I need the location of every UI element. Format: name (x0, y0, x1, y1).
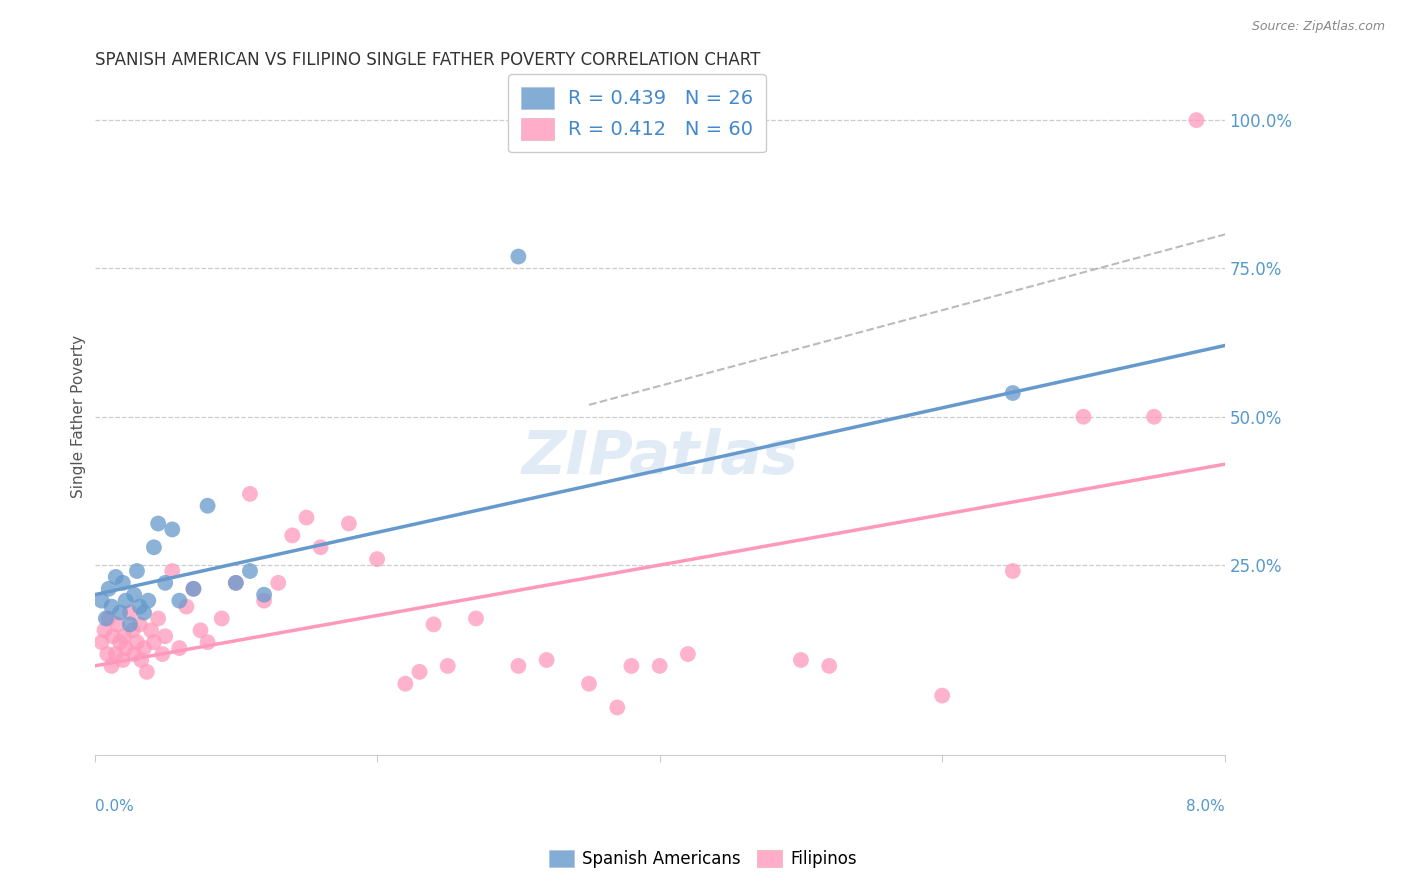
Point (136, 593, 159, 607)
Point (169, 593, 191, 607)
Text: 0.0%: 0.0% (94, 799, 134, 814)
Point (97, 611, 120, 625)
Point (253, 588, 276, 602)
Point (183, 582, 205, 596)
Point (508, 659, 530, 673)
Y-axis label: Single Father Poverty: Single Father Poverty (72, 335, 86, 499)
Point (111, 575, 134, 590)
Point (128, 617, 150, 632)
Legend: R = 0.439   N = 26, R = 0.412   N = 60: R = 0.439 N = 26, R = 0.412 N = 60 (509, 74, 766, 153)
Point (197, 635, 219, 649)
Point (112, 629, 135, 643)
Point (225, 575, 247, 590)
Point (394, 677, 416, 691)
Text: ZIPatlas: ZIPatlas (522, 428, 799, 487)
Point (90, 635, 112, 649)
Point (142, 635, 165, 649)
Point (309, 541, 332, 555)
Point (97, 582, 120, 596)
Point (648, 659, 671, 673)
Point (93, 624, 115, 638)
Point (111, 653, 134, 667)
Point (620, 659, 643, 673)
Point (90, 593, 112, 607)
Point (169, 641, 191, 656)
Point (408, 665, 430, 679)
Point (122, 588, 145, 602)
Point (94, 611, 117, 625)
Point (790, 653, 813, 667)
Point (197, 499, 219, 513)
Point (162, 564, 184, 578)
Point (239, 564, 262, 578)
Point (100, 659, 122, 673)
Point (118, 617, 141, 632)
Point (211, 611, 233, 625)
Point (125, 564, 148, 578)
Point (676, 647, 699, 661)
Point (1185, 113, 1208, 128)
Point (190, 624, 212, 638)
Point (422, 617, 444, 632)
Text: Source: ZipAtlas.com: Source: ZipAtlas.com (1251, 20, 1385, 33)
Point (142, 541, 165, 555)
Point (931, 689, 953, 703)
Text: 8.0%: 8.0% (1187, 799, 1225, 814)
Point (1001, 564, 1024, 578)
Point (122, 647, 145, 661)
Point (818, 659, 841, 673)
Point (108, 606, 131, 620)
Point (96, 647, 118, 661)
Point (129, 653, 152, 667)
Point (150, 647, 173, 661)
Point (366, 552, 388, 566)
Point (108, 635, 131, 649)
Point (1143, 409, 1166, 424)
Point (225, 575, 247, 590)
Legend: Spanish Americans, Filipinos: Spanish Americans, Filipinos (543, 843, 863, 875)
Point (139, 624, 162, 638)
Point (121, 624, 143, 638)
Point (114, 641, 136, 656)
Point (135, 665, 157, 679)
Point (155, 629, 177, 643)
Point (128, 599, 150, 614)
Point (162, 523, 184, 537)
Point (118, 606, 141, 620)
Point (536, 653, 558, 667)
Point (146, 611, 169, 625)
Point (104, 647, 127, 661)
Point (606, 700, 628, 714)
Point (337, 516, 360, 531)
Text: SPANISH AMERICAN VS FILIPINO SINGLE FATHER POVERTY CORRELATION CHART: SPANISH AMERICAN VS FILIPINO SINGLE FATH… (94, 51, 761, 69)
Point (125, 635, 148, 649)
Point (1001, 386, 1024, 401)
Point (132, 606, 155, 620)
Point (253, 593, 276, 607)
Point (100, 599, 122, 614)
Point (114, 593, 136, 607)
Point (1073, 409, 1095, 424)
Point (436, 659, 458, 673)
Point (578, 677, 600, 691)
Point (267, 575, 290, 590)
Point (183, 582, 205, 596)
Point (155, 575, 177, 590)
Point (132, 641, 155, 656)
Point (146, 516, 169, 531)
Point (239, 487, 262, 501)
Point (105, 617, 128, 632)
Point (508, 250, 530, 264)
Point (465, 611, 488, 625)
Point (176, 599, 198, 614)
Point (281, 528, 304, 542)
Point (104, 570, 127, 584)
Point (101, 629, 124, 643)
Point (295, 510, 318, 524)
